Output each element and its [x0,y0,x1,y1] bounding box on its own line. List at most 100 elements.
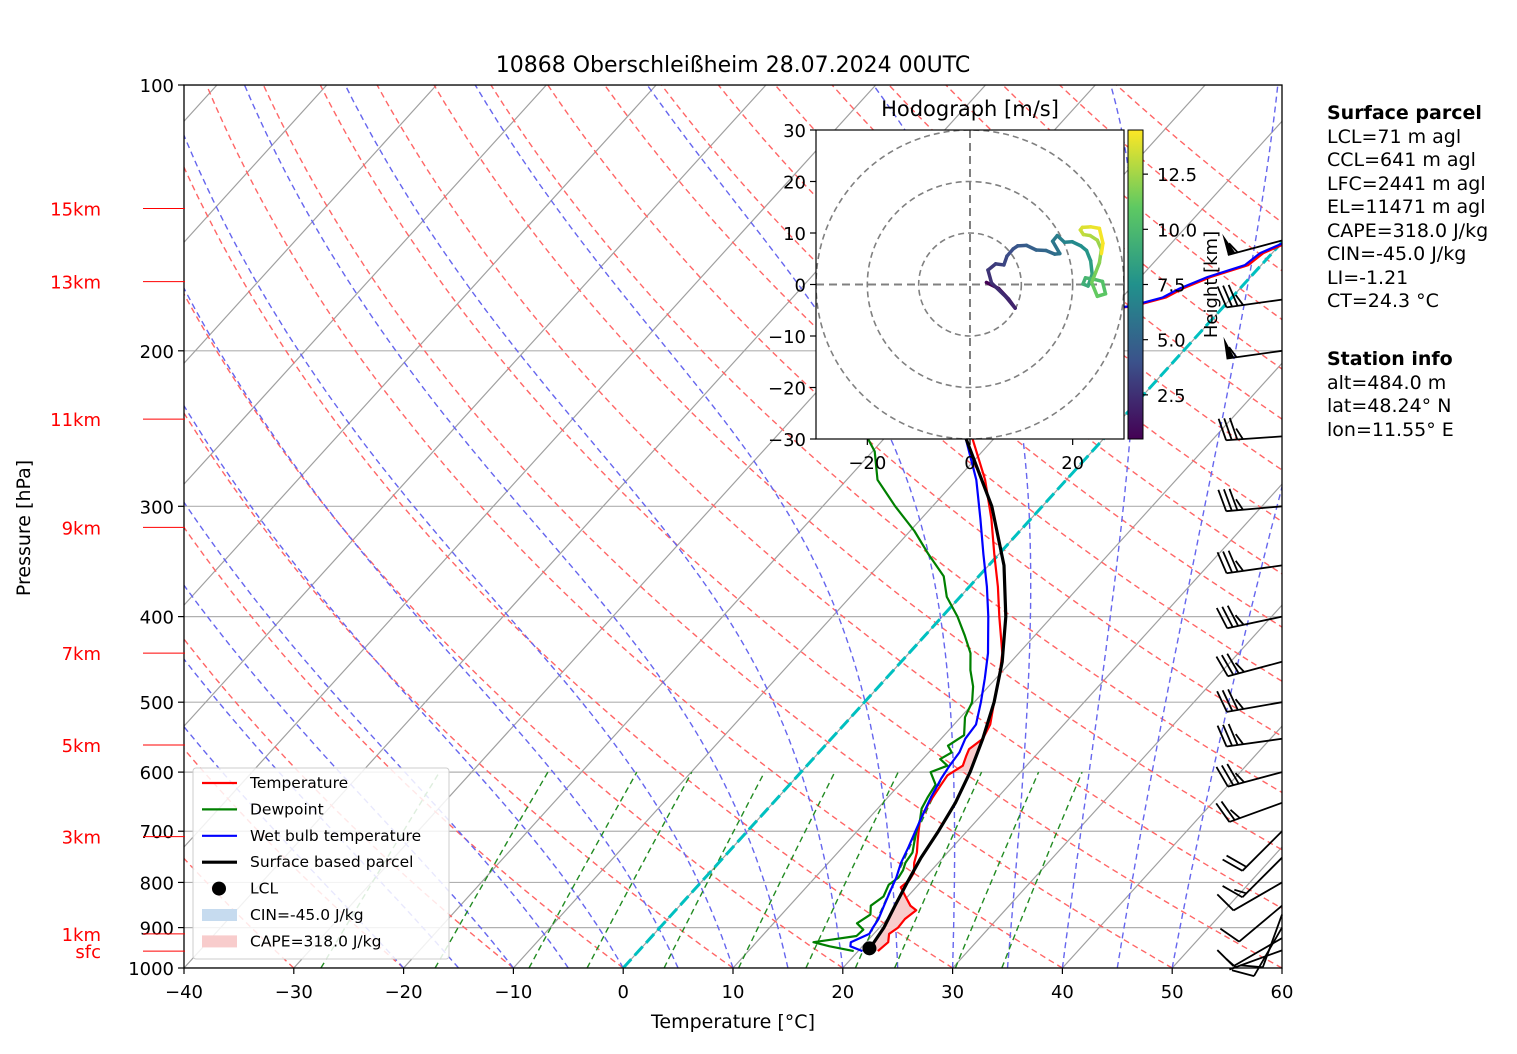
barb-feather [1216,893,1235,912]
barb-feather [1226,763,1240,785]
barb-shaft [1227,660,1283,678]
dry-adiabat-60 [319,85,1282,968]
chart-title: 10868 Oberschleißheim 28.07.2024 00UTC [496,53,971,78]
barb-feather [1234,560,1244,572]
wind-barb [1223,336,1283,360]
freezing-line [622,240,1282,968]
barb-feather [1215,607,1229,629]
height-label: 3km [62,828,101,849]
barb-shaft [1238,904,1283,943]
legend-label: Surface based parcel [250,853,413,871]
wind-barb [1217,417,1283,442]
isotherm-40 [1061,725,1282,968]
station-alt: alt=484.0 m [1327,371,1447,394]
isotherm--80 [184,85,547,486]
wind-barb [1216,550,1283,575]
barb-feather [1217,418,1227,441]
moist-adiabat-10 [184,133,734,968]
barb-feather [1228,417,1239,440]
barb-shaft [1241,830,1283,872]
colorbar-tick-label: 10.0 [1157,220,1197,241]
series-wet-bulb-temperature [849,242,1282,953]
barb-feather [1234,662,1245,673]
legend-swatch [202,935,237,948]
barb-shaft [1262,914,1283,968]
colorbar-label: Height [km] [1201,231,1222,338]
parcel-cin: CIN=-45.0 J/kg [1327,243,1467,265]
hodograph-y-tick-label: 0 [795,276,806,297]
barb-feather [1235,498,1244,511]
barb-feather [1222,885,1243,899]
height-label: sfc [75,942,101,963]
barb-feather [1215,656,1229,677]
hodograph-segment [1097,226,1105,246]
hodograph-y-tick-label: −30 [768,430,806,451]
wind-barb [1215,800,1283,823]
dry-adiabat-30 [184,165,953,968]
hodograph-segment [1100,279,1108,296]
moist-adiabat-50 [1171,484,1282,968]
barb-feather [1240,964,1263,969]
hodograph-y-tick-label: −20 [768,379,806,400]
colorbar-tick-label: 5.0 [1157,331,1186,352]
barb-feather [1221,689,1234,712]
legend-swatch [202,909,237,921]
isotherm--100 [184,85,328,244]
wind-barb [1216,723,1283,748]
moist-adiabat--5 [184,501,569,968]
hodograph-y-tick-label: 20 [783,173,806,194]
barb-feather [1234,614,1245,626]
hodograph-segment [1024,243,1038,252]
barb-shaft [1229,949,1283,971]
barb-feather [1216,551,1228,574]
barb-feather [1226,854,1247,868]
height-label: 15km [50,200,101,221]
y-tick-label: 100 [140,76,174,97]
hodograph-segment [989,281,1008,299]
y-tick-label: 600 [140,763,174,784]
isotherm-10 [732,362,1282,968]
dry-adiabat-50 [262,85,1173,968]
parcel-ct: CT=24.3 °C [1327,290,1439,312]
barb-feather [1234,772,1245,783]
height-label: 11km [50,410,101,431]
wind-barb [1222,233,1283,256]
barb-feather [1216,949,1235,967]
barb-feather [1216,725,1228,747]
colorbar [1127,129,1144,440]
x-tick-label: 30 [941,982,964,1003]
barb-feather [1227,688,1239,711]
legend-frame [192,767,450,960]
colorbar-tick-label: 2.5 [1157,386,1186,407]
barb-feather [1228,488,1239,511]
moist-adiabat-30 [646,85,956,968]
dry-adiabat-80 [433,85,1282,851]
x-tick-label: −10 [494,982,532,1003]
wind-barb [1215,605,1283,630]
barb-feather [1221,606,1234,628]
barb-shaft [1226,737,1283,748]
barb-feather [1219,927,1240,943]
lcl-marker [862,941,877,956]
hodograph-segment [1089,280,1100,299]
legend-swatch [212,881,226,896]
barb-feather [1234,698,1245,710]
colorbar-tick-label: 7.5 [1157,276,1186,297]
barb-feather [1222,724,1233,747]
parcel-ccl: CCL=641 m agl [1327,149,1476,171]
wind-barb [1215,763,1283,788]
mixing-ratio-12 [805,771,899,968]
barb-feather [1221,765,1235,786]
barb-feather [1221,654,1235,676]
barb-feather [1235,428,1244,440]
x-tick-label: 0 [617,982,628,1003]
legend-label: Wet bulb temperature [250,827,421,845]
moist-adiabat-0 [184,404,624,968]
mixing-ratio-5 [663,771,766,968]
barb-feather [1215,766,1229,788]
barb-shaft [1227,615,1283,630]
dry-adiabat-20 [184,292,844,968]
colorbar-tick-label: 12.5 [1157,165,1197,186]
parcel-lcl: LCL=71 m agl [1327,125,1462,148]
hodograph-segment [1088,259,1094,276]
